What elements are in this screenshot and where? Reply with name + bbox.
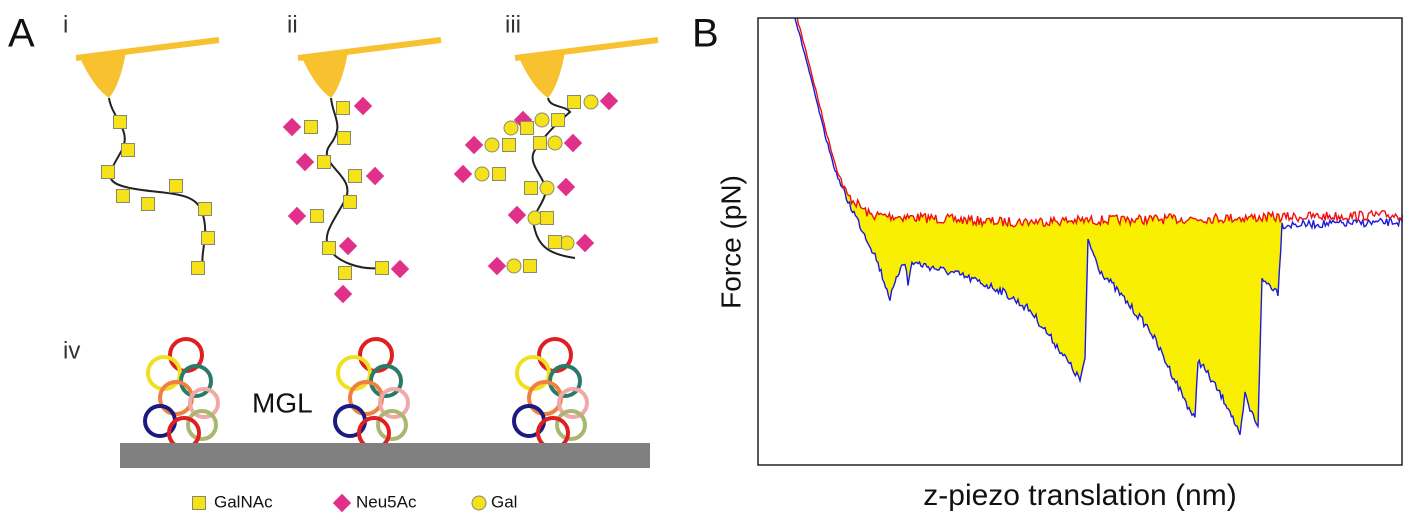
legend-icon [471, 495, 487, 511]
substrate [120, 443, 650, 468]
legend-label: Gal [491, 492, 517, 511]
legend-icon [332, 493, 352, 513]
subpanel-label: i [63, 11, 68, 38]
force-curves [794, 18, 1403, 435]
subpanel-label: ii [287, 11, 298, 38]
x-axis-label: z-piezo translation (nm) [923, 479, 1236, 512]
approach-curve [796, 18, 1403, 229]
subpanel-label: iv [63, 337, 80, 364]
mgl-cluster [143, 337, 220, 450]
panel-label: B [692, 12, 719, 56]
legend-label: GalNAc [214, 492, 273, 511]
mgl-label: MGL [252, 387, 313, 418]
retract-curve [794, 18, 1403, 435]
mgl-cluster [333, 337, 410, 450]
subpanel-label: iii [505, 11, 521, 38]
legend-icon [192, 496, 206, 510]
mucin-i [76, 40, 219, 275]
y-axis-label: Force (pN) [715, 175, 746, 309]
adhesion-area [840, 179, 1282, 435]
panel-label: A [8, 12, 35, 56]
plot-frame [757, 17, 1403, 466]
mucin-ii [282, 40, 441, 304]
mgl-cluster [512, 337, 589, 450]
mucin-iii [453, 40, 658, 276]
legend-label: Neu5Ac [356, 492, 417, 511]
